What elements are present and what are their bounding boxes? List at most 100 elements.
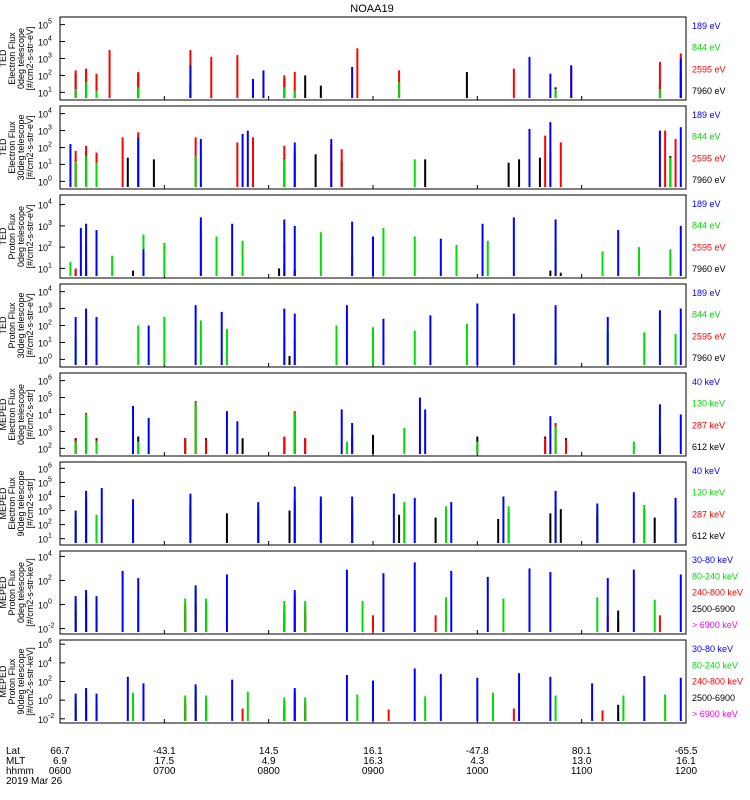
- y-tick-exponent: 5: [48, 476, 52, 483]
- y-tick-exponent: 5: [48, 19, 52, 26]
- series-80-240-keV: [74, 588, 656, 632]
- x-tick-lat: 80.1: [572, 746, 592, 757]
- y-tick-label: 10: [38, 507, 48, 517]
- legend-entry: 844 eV: [692, 43, 721, 53]
- x-tick-mlt: 16.1: [676, 756, 696, 767]
- y-axis-label-line: [#/cm2-s-str-eV]: [25, 204, 35, 268]
- series-189-eV: [74, 303, 682, 365]
- x-tick-hhmm: 1100: [571, 766, 593, 777]
- y-tick-exponent: 1: [48, 262, 52, 269]
- series-130-keV: [74, 402, 635, 454]
- x-row-label-hhmm: hhmm: [6, 766, 34, 777]
- x-row-label-mlt: MLT: [6, 756, 25, 767]
- y-tick-exponent: 4: [48, 108, 52, 115]
- y-tick-exponent: 0: [48, 353, 52, 360]
- y-tick-label: 10: [38, 521, 48, 531]
- series-130-keV: [74, 496, 677, 543]
- y-axis-label-line: Proton Flux: [7, 569, 17, 616]
- series-612-keV: [74, 402, 661, 454]
- y-tick-exponent: 4: [48, 199, 52, 206]
- y-tick-exponent: 1: [48, 158, 52, 165]
- legend-entry: 2500-6900: [692, 604, 735, 614]
- legend-entry: 7960 eV: [692, 175, 726, 185]
- legend-entry: 2595 eV: [692, 242, 726, 252]
- series-7960-eV: [74, 152, 672, 187]
- x-tick-mlt: 4.3: [470, 756, 484, 767]
- y-axis-label-line: Proton Flux: [7, 213, 17, 260]
- y-tick-label: 10: [38, 21, 48, 31]
- y-axis-label-line: 90deg telescope: [16, 648, 26, 714]
- y-axis-label-line: Proton Flux: [7, 302, 17, 349]
- legend-entry: 30-80 keV: [692, 555, 733, 565]
- legend-entry: 30-80 keV: [692, 644, 733, 654]
- y-axis-label-line: 30deg telescope: [16, 114, 26, 180]
- x-tick-lat: 14.5: [259, 746, 279, 757]
- x-tick-lat: -65.5: [675, 746, 698, 757]
- y-tick-exponent: 1: [48, 336, 52, 343]
- y-tick-label: 10: [38, 601, 48, 611]
- y-tick-exponent: 0: [48, 694, 52, 701]
- legend-entry: 240-800 keV: [692, 588, 743, 598]
- y-tick-exponent: 3: [48, 53, 52, 60]
- y-axis-label-line: 0deg telescope: [16, 206, 26, 267]
- x-tick-mlt: 6.9: [53, 756, 67, 767]
- legend-entry: 40 keV: [692, 377, 720, 387]
- series-2595-eV: [74, 130, 677, 187]
- y-tick-exponent: 0: [48, 175, 52, 182]
- y-tick-exponent: 1: [48, 86, 52, 93]
- series-7960-eV: [85, 354, 557, 365]
- y-axis-label-line: TED: [0, 316, 8, 335]
- y-tick-label: 10: [38, 71, 48, 81]
- y-tick-exponent: 3: [48, 125, 52, 132]
- series-844-eV: [74, 152, 672, 187]
- legend-entry: 2595 eV: [692, 153, 726, 163]
- y-tick-label: 10: [38, 127, 48, 137]
- legend-entry: 844 eV: [692, 132, 721, 142]
- y-tick-label: 10: [38, 177, 48, 187]
- panel-frame: [59, 461, 687, 546]
- y-tick-label: 10: [38, 144, 48, 154]
- y-tick-exponent: 2: [48, 241, 52, 248]
- legend-entry: 80-240 keV: [692, 660, 738, 670]
- y-axis-label-line: 0deg telescope: [16, 562, 26, 623]
- series-189-eV: [69, 122, 682, 187]
- series-189-eV: [189, 56, 682, 98]
- y-tick-exponent: 6: [48, 462, 52, 469]
- legend-entry: 189 eV: [692, 288, 721, 298]
- y-tick-exponent: 3: [48, 220, 52, 227]
- y-tick-exponent: 2: [48, 69, 52, 76]
- y-tick-label: 10: [38, 444, 48, 454]
- y-tick-label: 10: [38, 478, 48, 488]
- y-tick-label: 10: [38, 110, 48, 120]
- y-tick-exponent: 6: [48, 638, 52, 645]
- series-7960-eV: [74, 70, 682, 98]
- y-tick-exponent: 3: [48, 425, 52, 432]
- y-axis-label-line: [#/cm2-s-str-keV]: [25, 647, 35, 716]
- y-tick-label: 10: [38, 355, 48, 365]
- y-tick-label: 10: [38, 576, 48, 586]
- x-row-label-lat: Lat: [6, 746, 20, 757]
- series-30-80-keV: [74, 562, 682, 632]
- y-axis-label-line: Electron Flux: [7, 32, 17, 85]
- y-tick-label: 10: [38, 243, 48, 253]
- x-tick-hhmm: 0800: [258, 766, 281, 777]
- legend-entry: 189 eV: [692, 110, 721, 120]
- legend-entry: 2595 eV: [692, 331, 726, 341]
- x-tick-hhmm: 0900: [362, 766, 385, 777]
- y-tick-exponent: 2: [48, 519, 52, 526]
- y-tick-label: 10: [38, 201, 48, 211]
- series-612-keV: [74, 502, 677, 543]
- x-tick-mlt: 4.9: [262, 756, 276, 767]
- series-844-eV: [74, 82, 661, 98]
- series-30-80-keV: [74, 668, 682, 721]
- x-tick-hhmm: 1200: [675, 766, 698, 777]
- legend-entry: 7960 eV: [692, 264, 726, 274]
- y-tick-exponent: 0: [48, 599, 52, 606]
